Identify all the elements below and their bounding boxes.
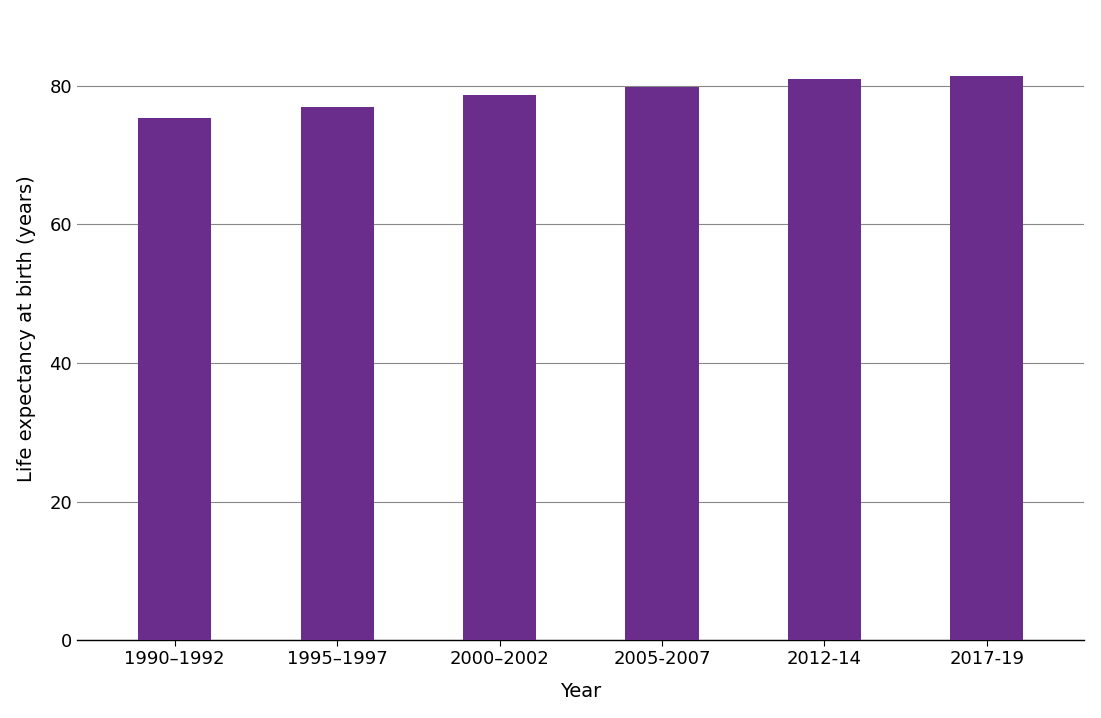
Bar [138,118,211,640]
Bar [950,75,1024,640]
Bar [788,79,861,640]
Bar [301,107,373,640]
X-axis label: Year: Year [560,682,601,701]
Bar [464,95,536,640]
Y-axis label: Life expectancy at birth (years): Life expectancy at birth (years) [17,175,35,482]
Bar [625,88,698,640]
